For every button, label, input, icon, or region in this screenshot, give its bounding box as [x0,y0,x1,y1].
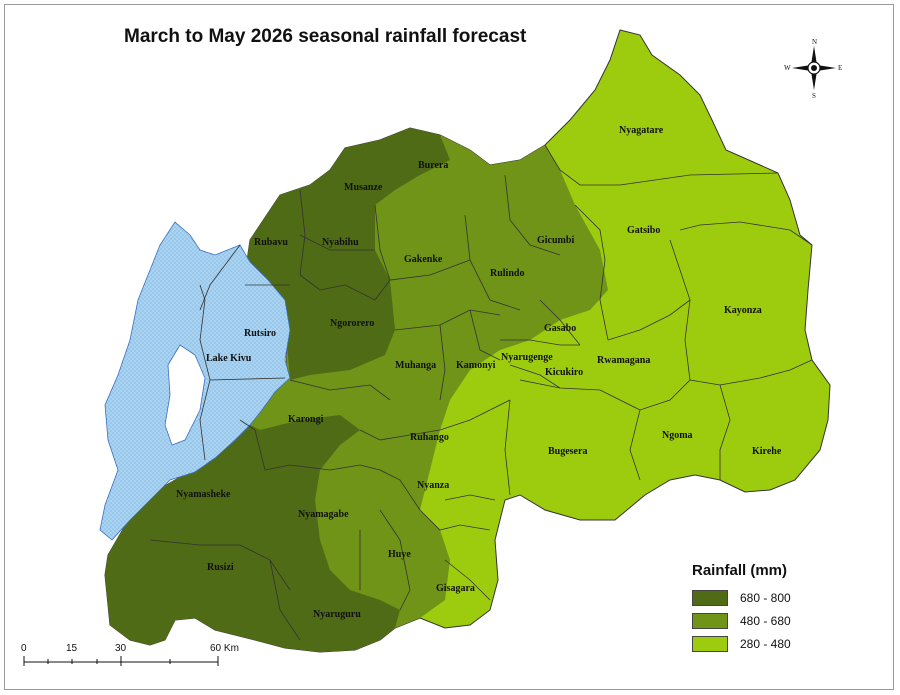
compass-w: W [784,64,791,72]
legend-swatch [692,636,728,652]
district-label: Ngororero [330,318,374,329]
district-label: Gakenke [404,254,443,265]
district-label: Nyaruguru [313,609,361,620]
legend-item: 480 - 680 [692,612,791,630]
district-label: Rubavu [254,237,288,248]
district-label: Nyabihu [322,237,359,248]
compass-s: S [812,92,816,100]
district-label: Rusizi [207,562,234,573]
legend-item: 280 - 480 [692,635,791,653]
district-label: Nyarugenge [501,352,553,363]
map-title: March to May 2026 seasonal rainfall fore… [124,26,527,47]
district-boundaries [149,144,813,641]
district-label: Gicumbi [537,235,574,246]
district-labels: Nyagatare Burera Musanze Gatsibo Rubavu … [176,125,782,620]
legend-title: Rainfall (mm) [692,562,788,579]
legend-item: 680 - 800 [692,589,791,607]
legend-label: 480 - 680 [740,614,791,628]
lake-label: Lake Kivu [206,353,252,364]
district-label: Muhanga [395,360,436,371]
zone-dark-north [245,128,450,380]
district-label: Nyanza [417,480,449,491]
scale-label-30: 30 [115,643,127,654]
district-label: Nyamasheke [176,489,231,500]
district-label: Bugesera [548,446,587,457]
legend-label: 280 - 480 [740,637,791,651]
district-label: Kicukiro [545,367,583,378]
legend-swatch [692,613,728,629]
district-label: Musanze [344,182,383,193]
compass-e: E [838,64,842,72]
compass-n: N [812,38,817,46]
district-label: Nyamagabe [298,509,349,520]
district-label: Ngoma [662,430,693,441]
scale-label-15: 15 [66,643,78,654]
district-label: Burera [418,160,448,171]
district-label: Kamonyi [456,360,496,371]
zone-dark-south [105,415,400,652]
scale-label-60: 60 Km [210,643,239,654]
district-label: Nyagatare [619,125,664,136]
district-label: Karongi [288,414,324,425]
district-label: Gasabo [544,323,576,334]
district-label: Rutsiro [244,328,276,339]
scale-label-0: 0 [21,643,27,654]
district-label: Gatsibo [627,225,660,236]
district-label: Rulindo [490,268,524,279]
lake-kivu [99,221,291,541]
legend-label: 680 - 800 [740,591,791,605]
compass-rose-icon: N S W E [784,38,842,100]
district-label: Kayonza [724,305,762,316]
district-label: Gisagara [436,583,475,594]
district-label: Kirehe [752,446,782,457]
scale-bar [23,656,219,666]
district-label: Huye [388,549,411,560]
district-label: Rwamagana [597,355,650,366]
legend-swatch [692,590,728,606]
district-label: Ruhango [410,432,449,443]
map-frame [4,4,894,690]
